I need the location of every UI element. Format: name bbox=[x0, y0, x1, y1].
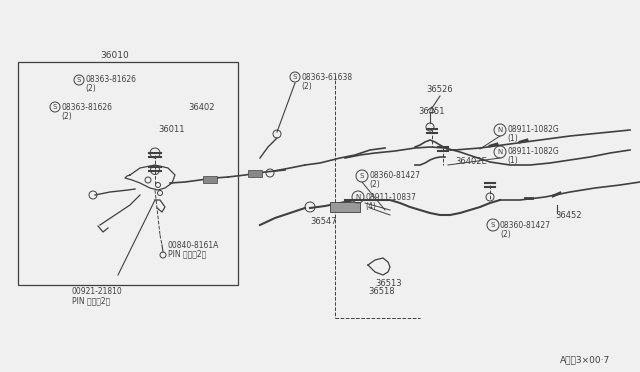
Text: (2): (2) bbox=[301, 81, 312, 90]
Text: (2): (2) bbox=[369, 180, 380, 189]
Text: 08360-81427: 08360-81427 bbox=[500, 221, 551, 230]
Bar bbox=[18, 62, 238, 285]
Text: 36547: 36547 bbox=[310, 218, 337, 227]
Text: (1): (1) bbox=[507, 157, 518, 166]
Text: 36452: 36452 bbox=[555, 211, 582, 219]
Text: 36402: 36402 bbox=[188, 103, 214, 112]
Text: N: N bbox=[497, 127, 502, 133]
Text: 08911-1082G: 08911-1082G bbox=[507, 125, 559, 135]
Text: 00840-8161A: 00840-8161A bbox=[168, 241, 220, 250]
Bar bbox=[248, 170, 262, 177]
Text: N: N bbox=[355, 194, 360, 200]
Bar bbox=[330, 202, 360, 212]
Bar bbox=[203, 176, 217, 183]
Text: S: S bbox=[293, 74, 297, 80]
Text: 36518: 36518 bbox=[368, 288, 395, 296]
Text: 08911-10837: 08911-10837 bbox=[365, 192, 416, 202]
Text: 36526: 36526 bbox=[427, 86, 453, 94]
Text: 08360-81427: 08360-81427 bbox=[369, 171, 420, 180]
Text: 08363-81626: 08363-81626 bbox=[85, 76, 136, 84]
Text: S: S bbox=[77, 77, 81, 83]
Text: (2): (2) bbox=[61, 112, 72, 121]
Text: PIN ピン（2）: PIN ピン（2） bbox=[72, 296, 110, 305]
Text: 08363-61638: 08363-61638 bbox=[301, 73, 352, 81]
Text: 08363-81626: 08363-81626 bbox=[61, 103, 112, 112]
Text: 36402E: 36402E bbox=[455, 157, 487, 167]
Text: A・・3×00·7: A・・3×00·7 bbox=[560, 356, 611, 365]
Text: 00921-21810: 00921-21810 bbox=[72, 288, 123, 296]
Text: (4): (4) bbox=[365, 202, 376, 211]
Text: 36010: 36010 bbox=[100, 51, 129, 60]
Text: S: S bbox=[360, 173, 364, 179]
Text: S: S bbox=[53, 104, 57, 110]
Text: S: S bbox=[491, 222, 495, 228]
Text: 36011: 36011 bbox=[158, 125, 184, 135]
Text: (1): (1) bbox=[507, 135, 518, 144]
Text: N: N bbox=[497, 149, 502, 155]
Text: 08911-1082G: 08911-1082G bbox=[507, 148, 559, 157]
Text: (2): (2) bbox=[85, 84, 96, 93]
Text: (2): (2) bbox=[500, 230, 511, 238]
Text: PIN ピン（2）: PIN ピン（2） bbox=[168, 250, 206, 259]
Text: 36513: 36513 bbox=[375, 279, 402, 288]
Text: 36451: 36451 bbox=[418, 108, 445, 116]
